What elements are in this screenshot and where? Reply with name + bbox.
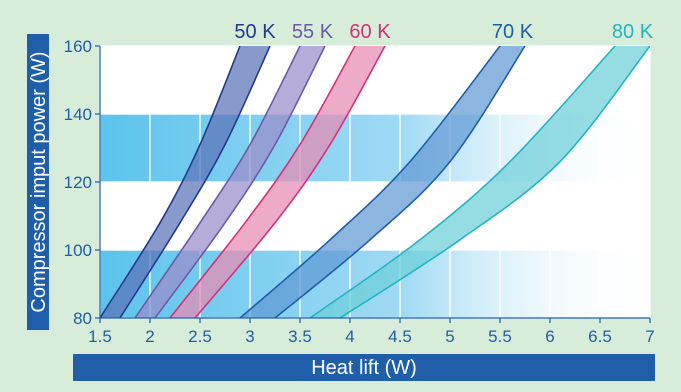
- axis-ticks: 1.5 2 2.5 3 3.5 4 4.5 5 5.5 6 6.5 7 80 100 120 140 160: [64, 37, 655, 346]
- y-tick-label: 160: [64, 37, 92, 56]
- y-tick-label: 80: [73, 309, 92, 328]
- y-tick-label: 140: [64, 105, 92, 124]
- series-label-80k: 80 K: [612, 21, 654, 43]
- y-axis-label: Compressor imput power (W): [28, 51, 50, 312]
- x-tick-label: 5: [445, 327, 454, 346]
- x-tick-label: 3.5: [288, 327, 312, 346]
- y-tick-label: 120: [64, 173, 92, 192]
- ylabel-bar: [27, 34, 49, 330]
- series-label-60k: 60 K: [349, 21, 391, 43]
- x-tick-label: 6.5: [588, 327, 612, 346]
- series-lower-line-50k: [119, 46, 271, 318]
- x-tick-label: 2: [145, 327, 154, 346]
- series-band-70k: [240, 46, 525, 318]
- series-lower-line-55k: [154, 46, 326, 318]
- series-band-60k: [170, 46, 385, 318]
- y-tick-label: 100: [64, 241, 92, 260]
- series-lower-line-80k: [339, 46, 650, 318]
- series-upper-line-60k: [169, 46, 356, 318]
- x-tick-label: 5.5: [488, 327, 512, 346]
- x-tick-label: 6: [545, 327, 554, 346]
- series-lower-line-70k: [274, 46, 526, 318]
- x-tick-label: 4: [345, 327, 354, 346]
- series-label-70k: 70 K: [492, 21, 534, 43]
- series-labels: 50 K 55 K 60 K 70 K 80 K: [234, 21, 653, 43]
- series-label-55k: 55 K: [292, 21, 334, 43]
- series-label-50k: 50 K: [234, 21, 276, 43]
- series-lower-line-60k: [194, 46, 386, 318]
- xlabel-bar: [73, 354, 655, 381]
- x-tick-label: 3: [245, 327, 254, 346]
- series-upper-line-70k: [239, 46, 501, 318]
- x-axis-label: Heat lift (W): [311, 357, 417, 379]
- x-tick-label: 4.5: [388, 327, 412, 346]
- x-tick-label: 2.5: [188, 327, 212, 346]
- series-upper-line-55k: [134, 46, 301, 318]
- series-upper-line-80k: [309, 46, 616, 318]
- series-band-50k: [100, 46, 270, 318]
- series-upper-line-50k: [100, 46, 241, 318]
- x-tick-label: 7: [645, 327, 654, 346]
- series-band-80k: [310, 46, 650, 318]
- series-group: [100, 46, 650, 318]
- x-tick-label: 1.5: [88, 327, 112, 346]
